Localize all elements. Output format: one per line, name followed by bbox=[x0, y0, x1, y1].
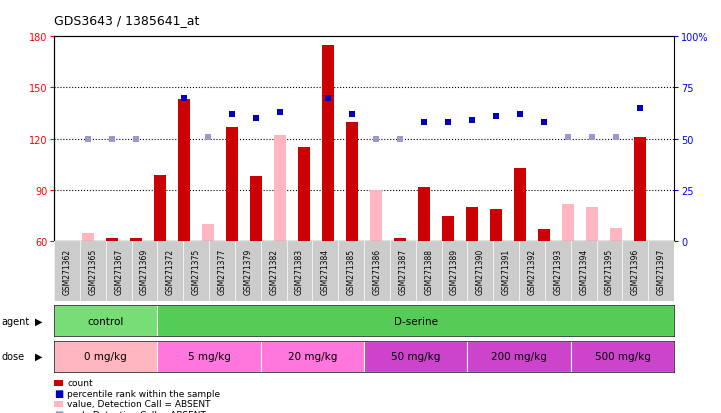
Text: GSM271395: GSM271395 bbox=[605, 249, 614, 294]
Text: count: count bbox=[67, 379, 93, 387]
Text: value, Detection Call = ABSENT: value, Detection Call = ABSENT bbox=[67, 399, 211, 408]
Bar bbox=[466, 208, 478, 242]
Bar bbox=[634, 138, 646, 242]
Text: GSM271390: GSM271390 bbox=[476, 249, 485, 294]
Bar bbox=[202, 225, 214, 242]
Text: GSM271362: GSM271362 bbox=[63, 249, 71, 294]
Text: ■: ■ bbox=[54, 409, 63, 413]
Bar bbox=[178, 100, 190, 242]
Bar bbox=[514, 169, 526, 242]
Bar bbox=[298, 148, 310, 242]
Bar bbox=[586, 208, 598, 242]
Text: 0 mg/kg: 0 mg/kg bbox=[84, 351, 127, 361]
Bar bbox=[82, 233, 94, 242]
Text: GDS3643 / 1385641_at: GDS3643 / 1385641_at bbox=[54, 14, 200, 27]
Text: GSM271385: GSM271385 bbox=[347, 249, 355, 294]
Text: rank, Detection Call = ABSENT: rank, Detection Call = ABSENT bbox=[67, 410, 206, 413]
Text: ▶: ▶ bbox=[35, 316, 42, 326]
Bar bbox=[610, 228, 622, 242]
Text: D-serine: D-serine bbox=[394, 316, 438, 326]
Text: GSM271369: GSM271369 bbox=[140, 249, 149, 294]
Text: GSM271387: GSM271387 bbox=[399, 249, 407, 294]
Text: percentile rank within the sample: percentile rank within the sample bbox=[67, 389, 220, 398]
Bar bbox=[226, 128, 238, 242]
Text: GSM271388: GSM271388 bbox=[424, 249, 433, 294]
Text: GSM271396: GSM271396 bbox=[631, 249, 640, 294]
Text: GSM271375: GSM271375 bbox=[192, 249, 200, 294]
Text: 200 mg/kg: 200 mg/kg bbox=[491, 351, 547, 361]
Bar bbox=[394, 238, 406, 242]
Bar bbox=[562, 204, 574, 242]
Text: GSM271386: GSM271386 bbox=[373, 249, 381, 294]
Bar bbox=[82, 237, 94, 242]
Bar bbox=[490, 209, 502, 242]
Text: ▶: ▶ bbox=[35, 351, 42, 361]
Bar bbox=[538, 230, 550, 242]
Text: GSM271372: GSM271372 bbox=[166, 249, 174, 294]
Text: GSM271391: GSM271391 bbox=[502, 249, 510, 294]
Text: GSM271367: GSM271367 bbox=[114, 249, 123, 294]
Text: 5 mg/kg: 5 mg/kg bbox=[187, 351, 231, 361]
Text: GSM271397: GSM271397 bbox=[657, 249, 665, 294]
Text: control: control bbox=[87, 316, 124, 326]
Text: GSM271393: GSM271393 bbox=[554, 249, 562, 294]
Bar bbox=[106, 238, 118, 242]
Text: 50 mg/kg: 50 mg/kg bbox=[391, 351, 441, 361]
Bar bbox=[274, 136, 286, 242]
Bar bbox=[322, 46, 334, 242]
Bar bbox=[418, 187, 430, 242]
Text: GSM271389: GSM271389 bbox=[450, 249, 459, 294]
Text: agent: agent bbox=[1, 316, 30, 326]
Text: GSM271382: GSM271382 bbox=[269, 249, 278, 294]
Text: GSM271383: GSM271383 bbox=[295, 249, 304, 294]
Bar bbox=[346, 122, 358, 242]
Bar bbox=[370, 190, 382, 242]
Text: GSM271384: GSM271384 bbox=[321, 249, 329, 294]
Text: 20 mg/kg: 20 mg/kg bbox=[288, 351, 337, 361]
Bar bbox=[442, 216, 454, 242]
Bar bbox=[131, 238, 142, 242]
Text: 500 mg/kg: 500 mg/kg bbox=[595, 351, 650, 361]
Text: GSM271392: GSM271392 bbox=[528, 249, 536, 294]
Text: GSM271394: GSM271394 bbox=[579, 249, 588, 294]
Text: ■: ■ bbox=[54, 388, 63, 399]
Bar bbox=[154, 175, 167, 242]
Text: GSM271365: GSM271365 bbox=[89, 249, 97, 294]
Text: dose: dose bbox=[1, 351, 25, 361]
Text: GSM271379: GSM271379 bbox=[244, 249, 252, 294]
Text: GSM271377: GSM271377 bbox=[218, 249, 226, 294]
Bar bbox=[250, 177, 262, 242]
